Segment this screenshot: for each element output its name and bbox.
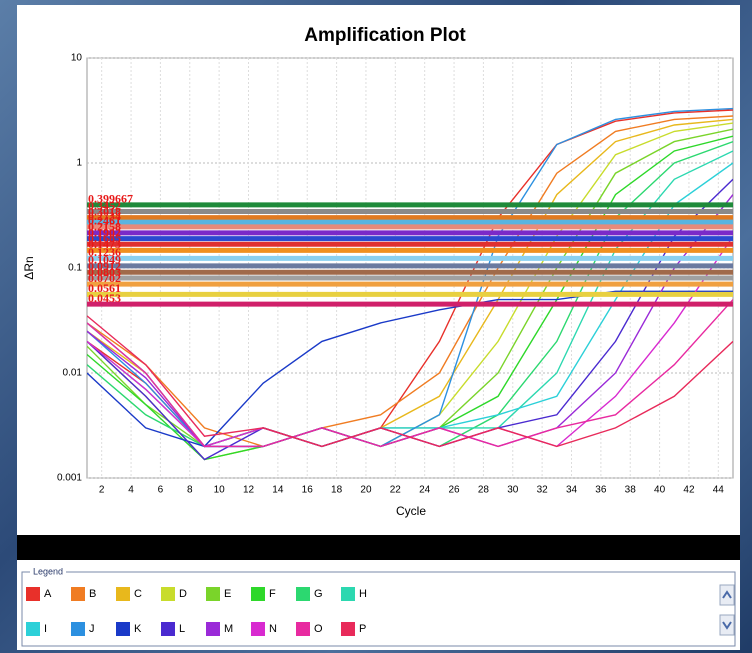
legend-swatch bbox=[26, 587, 40, 601]
y-tick-label: 1 bbox=[76, 158, 82, 169]
legend-swatch bbox=[116, 622, 130, 636]
x-tick-label: 38 bbox=[625, 485, 637, 496]
x-axis-label: Cycle bbox=[396, 504, 426, 518]
legend-label: L bbox=[179, 623, 185, 635]
y-tick-label: 0.01 bbox=[63, 368, 83, 379]
legend-swatch bbox=[206, 587, 220, 601]
x-tick-label: 4 bbox=[128, 485, 134, 496]
legend-label: P bbox=[359, 623, 366, 635]
y-tick-label: 0.001 bbox=[57, 473, 82, 484]
x-tick-label: 8 bbox=[187, 485, 193, 496]
legend-swatch bbox=[26, 622, 40, 636]
scroll-up[interactable] bbox=[720, 585, 734, 605]
legend-label: F bbox=[269, 588, 276, 600]
legend-swatch bbox=[206, 622, 220, 636]
legend-swatch bbox=[341, 622, 355, 636]
x-tick-label: 28 bbox=[478, 485, 490, 496]
x-tick-label: 32 bbox=[537, 485, 549, 496]
x-tick-label: 10 bbox=[214, 485, 226, 496]
x-tick-label: 44 bbox=[713, 485, 725, 496]
x-tick-label: 36 bbox=[595, 485, 607, 496]
legend-label: K bbox=[134, 623, 142, 635]
legend-label: J bbox=[89, 623, 95, 635]
y-tick-label: 0.1 bbox=[68, 263, 82, 274]
legend-swatch bbox=[161, 622, 175, 636]
legend-label: G bbox=[314, 588, 323, 600]
legend-label: N bbox=[269, 623, 277, 635]
chart: Legend Amplification Plot Cycle ΔRn 0.00… bbox=[0, 0, 752, 653]
x-tick-label: 30 bbox=[507, 485, 519, 496]
divider bbox=[17, 535, 740, 560]
legend-label: H bbox=[359, 588, 367, 600]
legend-swatch bbox=[71, 587, 85, 601]
legend-label: E bbox=[224, 588, 231, 600]
x-tick-label: 20 bbox=[360, 485, 372, 496]
x-tick-label: 26 bbox=[448, 485, 460, 496]
x-tick-label: 40 bbox=[654, 485, 666, 496]
legend-title: Legend bbox=[33, 566, 63, 576]
legend-label: I bbox=[44, 623, 47, 635]
legend-label: A bbox=[44, 588, 52, 600]
legend-swatch bbox=[71, 622, 85, 636]
legend-swatch bbox=[341, 587, 355, 601]
legend-label: C bbox=[134, 588, 142, 600]
chart-title: Amplification Plot bbox=[304, 25, 466, 46]
legend-swatch bbox=[296, 587, 310, 601]
legend-swatch bbox=[116, 587, 130, 601]
legend-swatch bbox=[296, 622, 310, 636]
x-tick-label: 18 bbox=[331, 485, 343, 496]
x-tick-label: 16 bbox=[302, 485, 314, 496]
x-tick-label: 22 bbox=[390, 485, 402, 496]
legend-label: M bbox=[224, 623, 233, 635]
legend-label: D bbox=[179, 588, 187, 600]
x-tick-label: 12 bbox=[243, 485, 255, 496]
x-tick-label: 42 bbox=[683, 485, 695, 496]
y-axis-label: ΔRn bbox=[22, 256, 36, 279]
x-tick-label: 24 bbox=[419, 485, 431, 496]
legend-label: B bbox=[89, 588, 96, 600]
x-tick-label: 34 bbox=[566, 485, 578, 496]
x-tick-label: 14 bbox=[272, 485, 284, 496]
y-tick-label: 10 bbox=[71, 53, 83, 64]
legend-swatch bbox=[251, 587, 265, 601]
threshold-label: 0.0453 bbox=[88, 291, 121, 305]
legend-swatch bbox=[161, 587, 175, 601]
legend-label: O bbox=[314, 623, 323, 635]
x-tick-label: 2 bbox=[99, 485, 105, 496]
legend-panel bbox=[17, 560, 740, 650]
legend-swatch bbox=[251, 622, 265, 636]
x-tick-label: 6 bbox=[158, 485, 164, 496]
scroll-down[interactable] bbox=[720, 615, 734, 635]
